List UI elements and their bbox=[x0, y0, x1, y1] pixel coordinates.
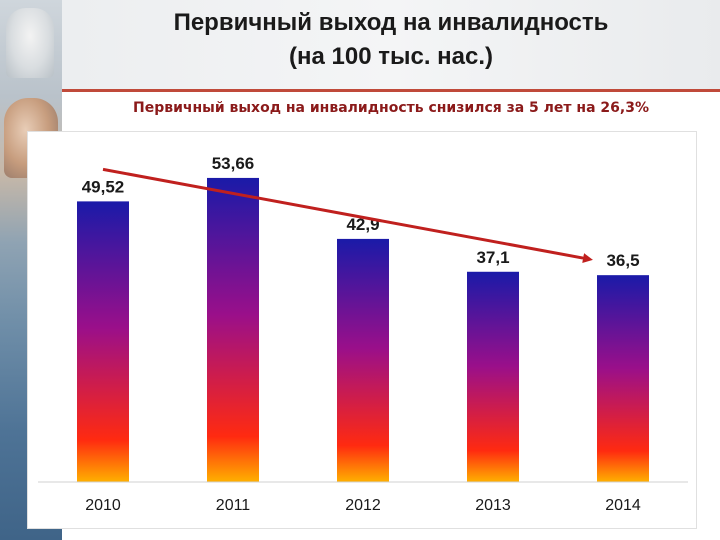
trend-arrow bbox=[102, 167, 593, 263]
value-label-2010: 49,52 bbox=[82, 177, 125, 196]
x-tick-label-2011: 2011 bbox=[216, 497, 251, 514]
page-title: Первичный выход на инвалидность (на 100 … bbox=[62, 6, 720, 74]
bar-2014 bbox=[597, 275, 649, 482]
bar-2010 bbox=[77, 201, 129, 482]
value-label-2013: 37,1 bbox=[476, 248, 509, 267]
x-tick-label-2014: 2014 bbox=[605, 497, 641, 514]
chart-subtitle: Первичный выход на инвалидность снизился… bbox=[133, 100, 649, 116]
x-tick-label-2013: 2013 bbox=[475, 497, 511, 514]
bar-2011 bbox=[207, 177, 259, 482]
bar-2013 bbox=[467, 271, 519, 482]
value-label-2014: 36,5 bbox=[606, 251, 639, 270]
value-label-2011: 53,66 bbox=[212, 154, 255, 173]
x-tick-label-2010: 2010 bbox=[85, 497, 121, 514]
chart-panel: 49,52 53,66 42,9 37,1 36,5 2010 2011 2012 2013 2… bbox=[28, 132, 696, 528]
x-tick-label-2012: 2012 bbox=[345, 497, 381, 514]
title-line-2: (на 100 тыс. нас.) bbox=[289, 43, 493, 70]
doctor-photo bbox=[6, 8, 54, 78]
bar-2012 bbox=[337, 238, 389, 482]
title-line-1: Первичный выход на инвалидность bbox=[173, 9, 609, 36]
header-divider bbox=[62, 89, 720, 92]
header-band bbox=[62, 0, 720, 90]
